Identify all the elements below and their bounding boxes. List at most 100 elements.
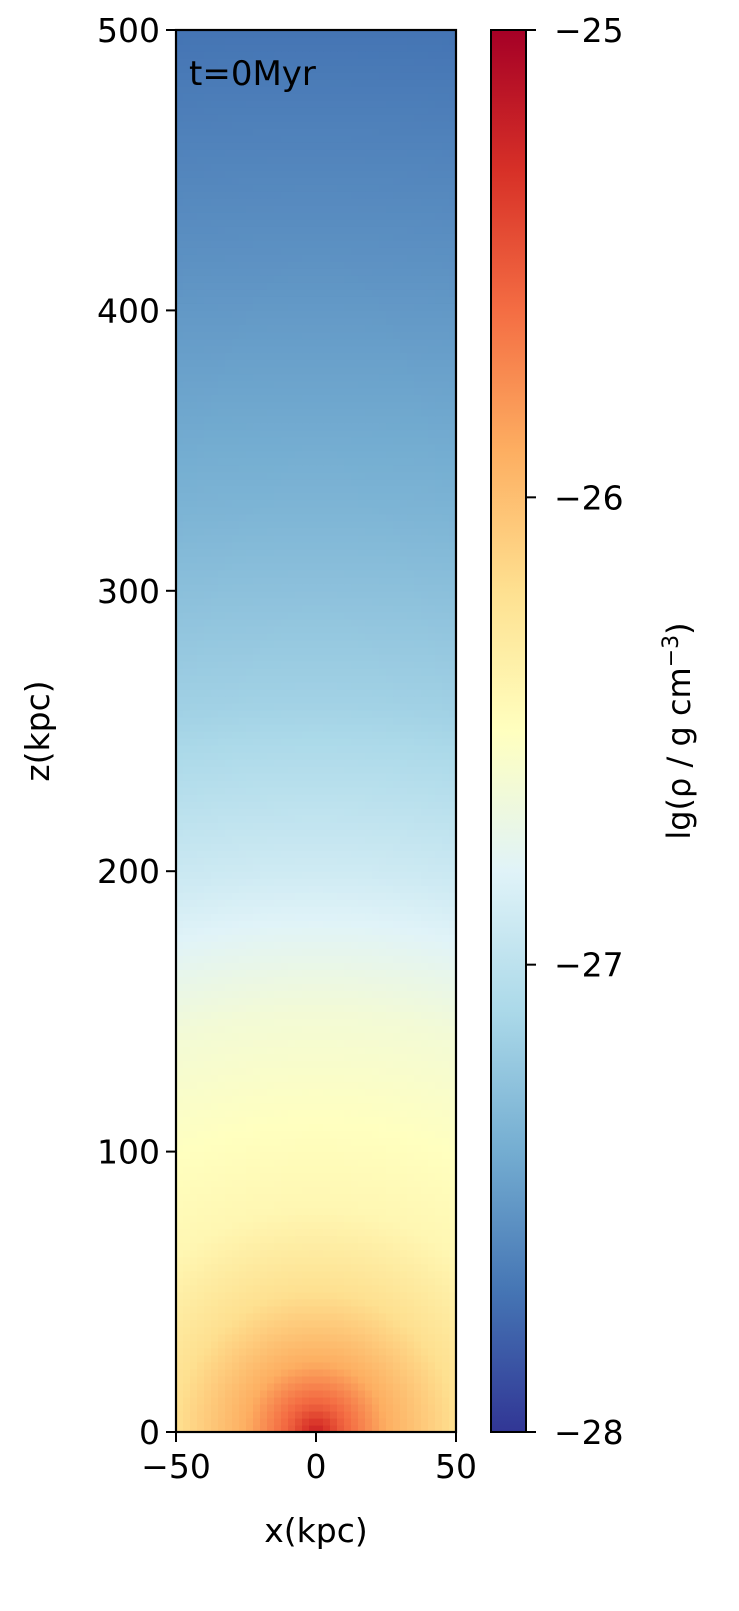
heatmap-cell <box>316 702 324 711</box>
heatmap-cell <box>400 787 408 795</box>
heatmap-cell <box>197 899 205 907</box>
heatmap-cell <box>302 843 310 851</box>
heatmap-cell <box>344 1382 352 1391</box>
heatmap-cell <box>239 780 247 788</box>
heatmap-cell <box>274 611 282 620</box>
heatmap-cell <box>414 1158 422 1167</box>
heatmap-cell <box>204 759 212 767</box>
heatmap-cell <box>190 639 198 648</box>
heatmap-cell <box>428 604 436 613</box>
heatmap-cell <box>239 738 247 746</box>
heatmap-cell <box>316 1389 324 1398</box>
heatmap-cell <box>260 1200 268 1209</box>
heatmap-cell <box>449 597 457 606</box>
heatmap-cell <box>176 962 184 970</box>
heatmap-cell <box>351 969 359 977</box>
heatmap-cell <box>386 723 394 732</box>
heatmap-cell <box>295 1144 303 1153</box>
heatmap-cell <box>197 1004 205 1012</box>
heatmap-cell <box>428 913 436 921</box>
heatmap-cell <box>274 885 282 893</box>
heatmap-cell <box>183 1186 191 1195</box>
heatmap-cell <box>449 927 457 935</box>
heatmap-cell <box>176 1263 184 1272</box>
heatmap-cell <box>253 688 261 697</box>
heatmap-cell <box>372 597 380 606</box>
heatmap-cell <box>316 766 324 774</box>
heatmap-cell <box>428 1298 436 1307</box>
heatmap-cell <box>400 1004 408 1012</box>
heatmap-cell <box>372 646 380 655</box>
heatmap-cell <box>232 1123 240 1132</box>
heatmap-cell <box>295 681 303 690</box>
heatmap-cell <box>246 569 254 578</box>
heatmap-cell <box>267 1242 275 1251</box>
heatmap-cell <box>330 941 338 949</box>
heatmap-cell <box>281 794 289 802</box>
heatmap-cell <box>323 1109 331 1118</box>
heatmap-cell <box>337 1074 345 1083</box>
heatmap-cell <box>365 864 373 872</box>
heatmap-cell <box>302 780 310 788</box>
heatmap-cell <box>225 864 233 872</box>
heatmap-cell <box>372 1144 380 1153</box>
heatmap-cell <box>323 1053 331 1062</box>
heatmap-cell <box>435 920 443 928</box>
heatmap-cell <box>225 1319 233 1328</box>
heatmap-cell <box>211 1305 219 1314</box>
heatmap-cell <box>386 1165 394 1174</box>
heatmap-cell <box>253 829 261 837</box>
heatmap-cell <box>302 1200 310 1209</box>
heatmap-cell <box>225 569 233 578</box>
heatmap-cell <box>302 766 310 774</box>
heatmap-cell <box>288 1284 296 1293</box>
heatmap-cell <box>379 1088 387 1097</box>
heatmap-cell <box>288 752 296 760</box>
heatmap-cell <box>309 1347 317 1356</box>
heatmap-cell <box>239 983 247 991</box>
heatmap-cell <box>393 759 401 767</box>
heatmap-cell <box>197 997 205 1005</box>
heatmap-cell <box>316 611 324 620</box>
heatmap-cell <box>176 787 184 795</box>
heatmap-cell <box>274 1144 282 1153</box>
heatmap-cell <box>407 843 415 851</box>
heatmap-cell <box>344 1011 352 1020</box>
heatmap-cell <box>435 997 443 1005</box>
heatmap-cell <box>190 1193 198 1202</box>
heatmap-cell <box>372 1116 380 1125</box>
heatmap-cell <box>316 857 324 865</box>
heatmap-cell <box>379 1361 387 1370</box>
heatmap-cell <box>337 1200 345 1209</box>
heatmap-cell <box>442 625 450 634</box>
heatmap-cell <box>323 1130 331 1139</box>
heatmap-cell <box>267 808 275 816</box>
heatmap-cell <box>393 1235 401 1244</box>
heatmap-cell <box>232 752 240 760</box>
heatmap-cell <box>204 1312 212 1321</box>
heatmap-cell <box>316 604 324 613</box>
heatmap-cell <box>239 1361 247 1370</box>
heatmap-cell <box>246 955 254 963</box>
heatmap-cell <box>351 674 359 683</box>
heatmap-cell <box>337 906 345 914</box>
heatmap-cell <box>239 709 247 718</box>
heatmap-cell <box>351 1130 359 1139</box>
heatmap-cell <box>414 836 422 844</box>
heatmap-cell <box>372 1011 380 1020</box>
heatmap-cell <box>337 829 345 837</box>
heatmap-cell <box>449 1270 457 1279</box>
heatmap-cell <box>372 639 380 648</box>
heatmap-cell <box>281 618 289 627</box>
heatmap-cell <box>435 1375 443 1384</box>
heatmap-cell <box>386 948 394 956</box>
heatmap-cell <box>232 1067 240 1076</box>
heatmap-cell <box>351 794 359 802</box>
heatmap-cell <box>386 590 394 599</box>
heatmap-cell <box>190 1249 198 1258</box>
heatmap-cell <box>379 1277 387 1286</box>
heatmap-cell <box>435 1053 443 1062</box>
heatmap-cell <box>211 1074 219 1083</box>
heatmap-cell <box>302 1025 310 1034</box>
heatmap-cell <box>204 674 212 683</box>
